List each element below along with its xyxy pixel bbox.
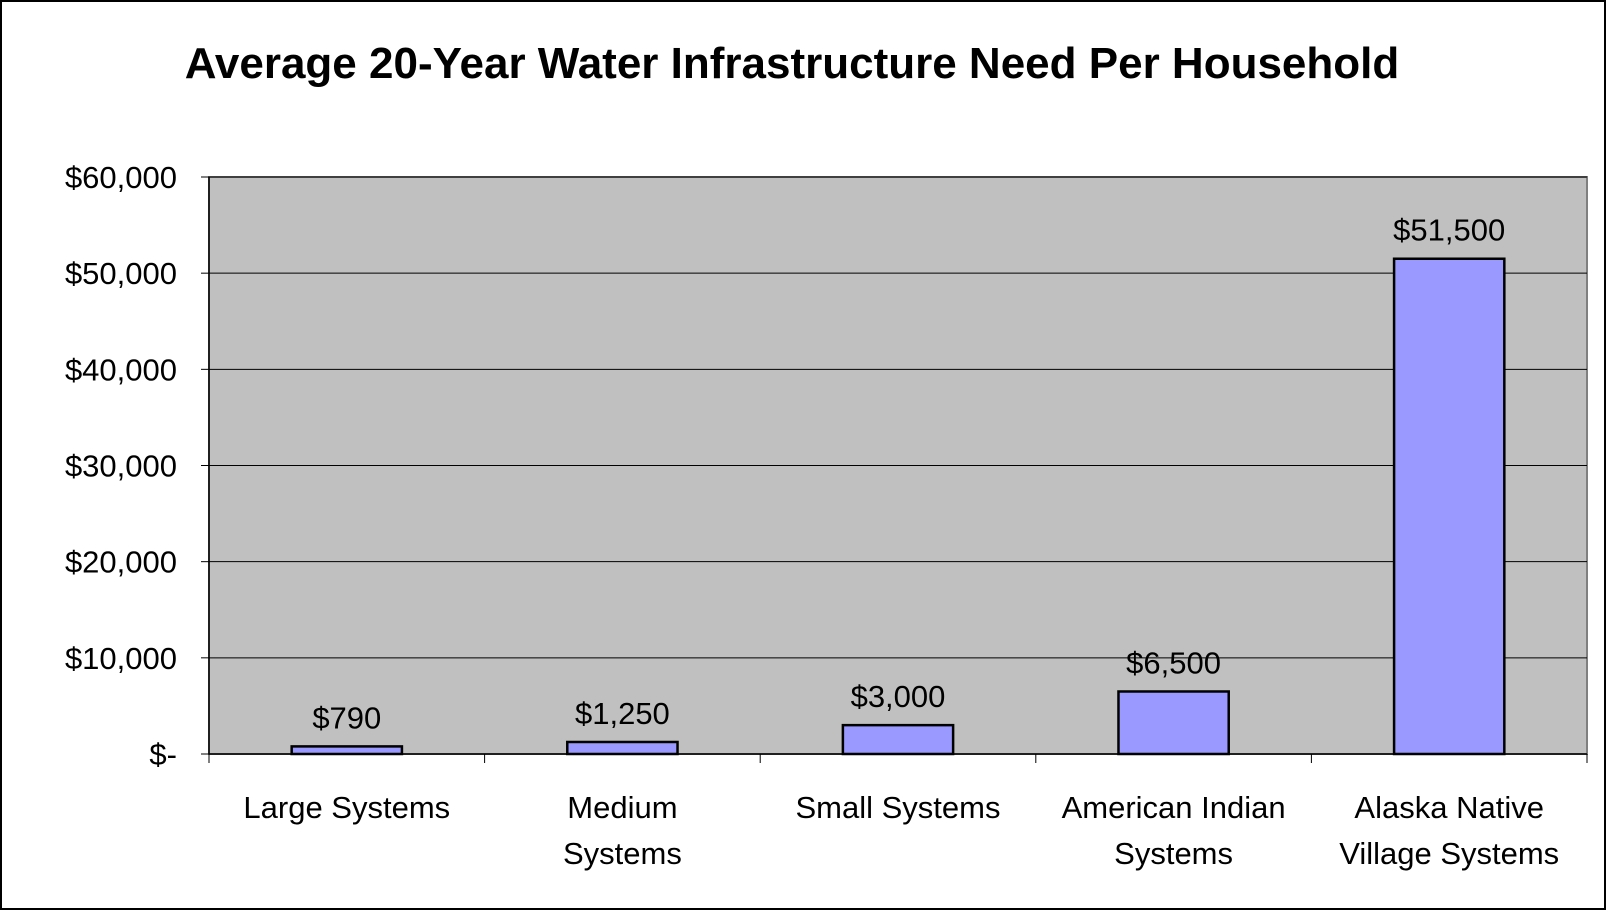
x-tick-label: Alaska Native Village Systems (1339, 790, 1559, 871)
data-label: $6,500 (1126, 645, 1221, 680)
data-label: $790 (312, 700, 381, 735)
y-tick-label: $- (149, 737, 177, 772)
x-axis-ticks: Large Systems Medium Systems Small Systems A… (208, 754, 1588, 871)
bar (1392, 257, 1506, 756)
x-tick-label: Small Systems (796, 790, 1001, 825)
x-tick-label: Medium Systems (563, 790, 682, 871)
bar (841, 723, 955, 756)
y-tick-label: $50,000 (65, 256, 177, 291)
bar (290, 745, 404, 756)
y-tick-label: $30,000 (65, 449, 177, 484)
x-tick-label: Large Systems (243, 790, 450, 825)
y-tick-label: $10,000 (65, 641, 177, 676)
y-tick-label: $60,000 (65, 160, 177, 195)
y-tick-label: $20,000 (65, 545, 177, 580)
bars (290, 257, 1506, 756)
gridlines (209, 176, 1587, 659)
x-tick-label: American Indian Systems (1062, 790, 1286, 871)
bar (566, 740, 679, 756)
data-labels: $790 $1,250 $3,000 $6,500 $51,500 (312, 213, 1505, 736)
chart-title: Average 20-Year Water Infrastructure Nee… (185, 39, 1400, 88)
data-label: $51,500 (1393, 213, 1505, 248)
y-tick-label: $40,000 (65, 352, 177, 387)
y-axis-ticks: $- $10,000 $20,000 $30,000 $40,000 $50,000 $60… (65, 160, 209, 772)
bar (1117, 690, 1230, 756)
data-label: $3,000 (851, 679, 946, 714)
data-label: $1,250 (575, 696, 670, 731)
